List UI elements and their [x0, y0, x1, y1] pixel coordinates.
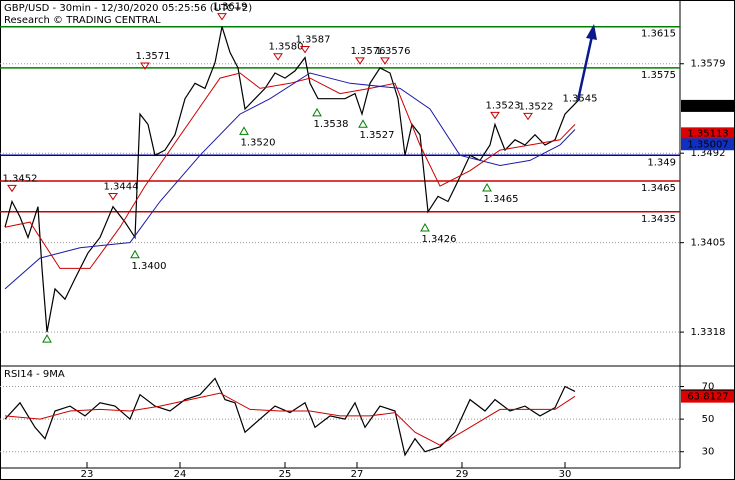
low-marker	[420, 223, 430, 232]
rsi-title: RSI14 - 9MA	[4, 369, 65, 380]
low-label: 1.3400	[132, 261, 167, 272]
low-label: 1.3426	[422, 234, 457, 245]
y-tick-label: 1.3318	[691, 327, 726, 338]
chart-subtitle: Research © TRADING CENTRAL	[4, 15, 161, 26]
series-line	[4, 377, 576, 457]
y-tick-label: 30	[702, 447, 715, 458]
y-tick-label: 1.3405	[691, 238, 726, 249]
low-marker	[312, 107, 322, 117]
price-box	[681, 127, 734, 140]
low-marker	[239, 126, 249, 135]
high-label: 1.3523	[486, 100, 521, 111]
low-label: 1.3538	[314, 119, 349, 130]
x-tick-label: 24	[174, 469, 187, 480]
high-label: 1.3580	[269, 42, 304, 53]
price-box-label: 1.35113	[687, 128, 728, 139]
low-marker	[358, 119, 368, 128]
high-marker	[490, 111, 500, 120]
y-tick-label: 1.3492	[691, 148, 726, 159]
x-tick-label: 30	[559, 469, 572, 480]
chart-title: GBP/USD - 30min - 12/30/2020 05:25:56 (U…	[4, 3, 252, 14]
low-label: 1.3465	[484, 194, 519, 205]
low-label: 1.3527	[360, 130, 395, 141]
price-box	[681, 390, 734, 403]
series-line	[4, 72, 576, 290]
low-label: 1.3520	[241, 137, 276, 148]
high-label: 1.3571	[136, 51, 171, 62]
high-marker	[217, 13, 227, 21]
high-marker	[7, 184, 17, 193]
x-tick-label: 27	[351, 469, 364, 480]
low-marker	[482, 182, 492, 192]
series-line	[4, 72, 576, 269]
level-label: 1.3465	[641, 183, 676, 194]
series-line	[4, 26, 581, 333]
y-tick-label: 1.3579	[691, 59, 726, 70]
level-label: 1.3615	[641, 29, 676, 40]
high-label: 1.3452	[3, 173, 38, 184]
high-label: 1.3587	[296, 35, 331, 46]
high-marker	[355, 57, 365, 65]
high-label: 1.3444	[104, 182, 139, 193]
x-tick-label: 23	[81, 469, 94, 480]
high-marker	[300, 46, 310, 54]
high-label: 1.3522	[519, 101, 554, 112]
y-tick-label: 70	[702, 382, 715, 393]
high-marker	[380, 57, 390, 65]
high-marker	[108, 193, 118, 201]
price-box-label: 1.35007	[687, 139, 728, 150]
high-label: 1.3619	[213, 2, 248, 13]
y-tick-label: 50	[702, 414, 715, 425]
high-marker	[140, 62, 150, 70]
price-box	[681, 99, 734, 112]
low-marker	[130, 249, 140, 259]
level-label: 1.349	[647, 157, 676, 168]
level-label: 1.3435	[641, 214, 676, 225]
series-line	[4, 392, 576, 446]
high-label: 1.3576	[376, 46, 411, 57]
low-marker	[42, 334, 52, 343]
level-label: 1.3575	[641, 70, 676, 81]
price-box-label: 63.8127	[687, 392, 728, 403]
price-box	[681, 138, 734, 151]
forecast-arrow	[576, 24, 597, 101]
high-label: 1.3576	[351, 46, 386, 57]
x-tick-label: 29	[456, 469, 469, 480]
price-box-label: 1.3538	[691, 101, 726, 112]
high-marker	[523, 112, 533, 121]
x-tick-label: 25	[279, 469, 292, 480]
high-marker	[273, 53, 283, 61]
price-label: 1.3545	[563, 94, 598, 105]
